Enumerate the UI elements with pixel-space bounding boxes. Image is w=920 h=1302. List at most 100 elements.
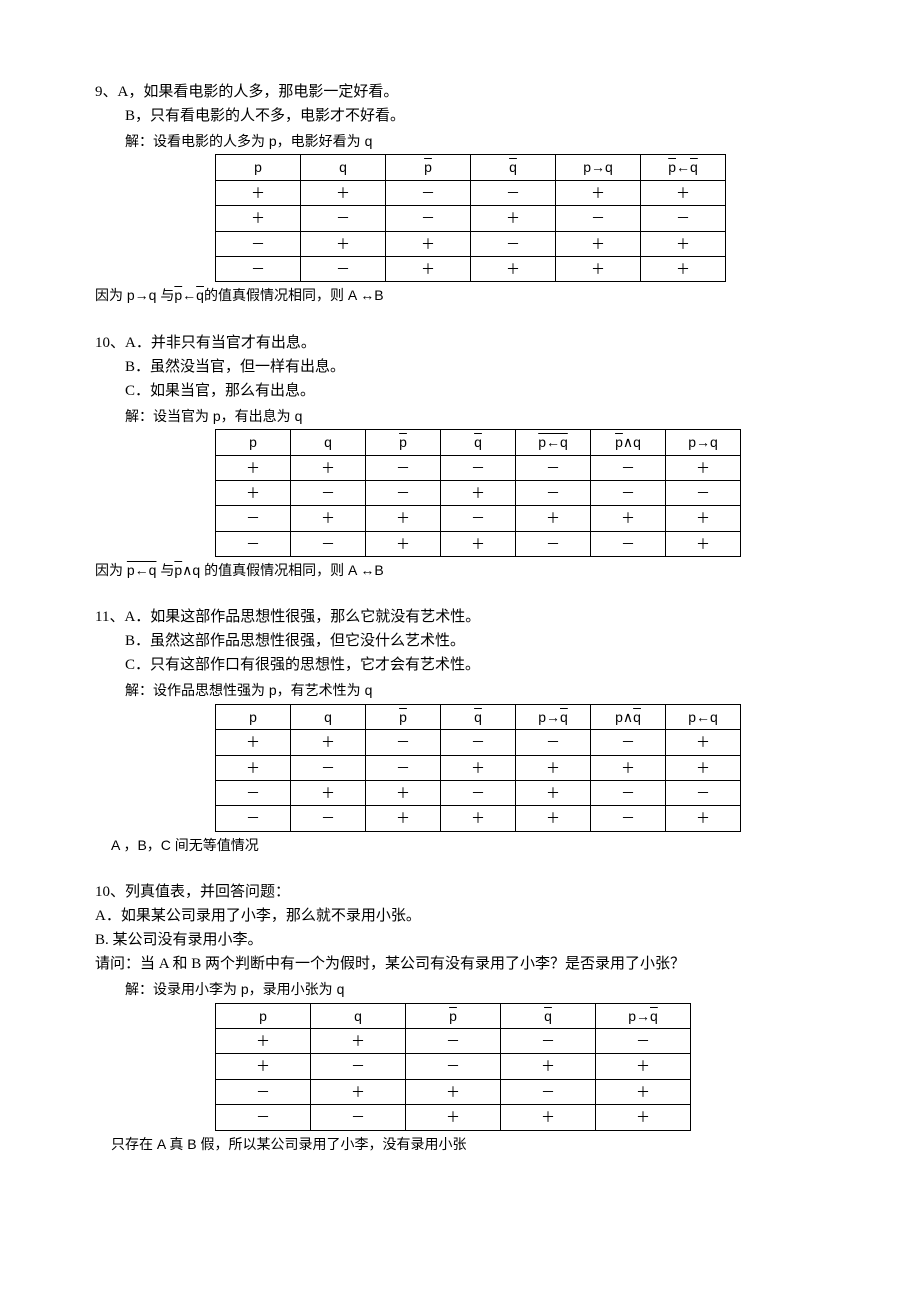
table-cell: － [406,1028,501,1053]
table-cell: ＋ [666,730,741,755]
table-header-cell: p [366,430,441,455]
table-row: －－＋＋＋－＋ [216,806,741,831]
conclusion-line: 因为 p←q 与p∧q 的值真假情况相同，则 A ↔B [95,559,825,581]
table-cell: － [291,755,366,780]
table-header-cell: p [216,430,291,455]
table-row: －－＋＋＋＋ [216,256,726,281]
table-cell: ＋ [301,231,386,256]
table-cell: － [386,180,471,205]
table-cell: ＋ [216,455,291,480]
problem-block: 10、列真值表，并回答问题：A．如果某公司录用了小李，那么就不录用小张。B. 某… [95,880,825,1155]
table-cell: － [516,455,591,480]
table-cell: － [666,781,741,806]
problem-line: 11、A．如果这部作品思想性很强，那么它就没有艺术性。 [95,605,825,629]
table-header-row: pqpqp→q [216,1003,691,1028]
table-header-row: pqpqp→qp←q [216,155,726,180]
table-cell: ＋ [641,256,726,281]
table-cell: ＋ [641,231,726,256]
table-cell: － [386,206,471,231]
table-cell: ＋ [666,506,741,531]
table-cell: ＋ [556,256,641,281]
table-cell: － [591,730,666,755]
table-cell: － [516,480,591,505]
table-cell: － [596,1028,691,1053]
table-cell: － [441,506,516,531]
table-header-cell: p [216,704,291,729]
truth-table: pqpqp→qp∧qp←q＋＋－－－－＋＋－－＋＋＋＋－＋＋－＋－－－－＋＋＋－… [215,704,741,832]
problem-line: 10、A．并非只有当官才有出息。 [95,331,825,355]
table-cell: ＋ [216,730,291,755]
table-cell: ＋ [386,231,471,256]
table-cell: － [666,480,741,505]
truth-table: pqpqp←qp∧qp→q＋＋－－－－＋＋－－＋－－－－＋＋－＋＋＋－－＋＋－－… [215,429,741,557]
problem-line: C．如果当官，那么有出息。 [95,379,825,403]
table-header-cell: q [291,704,366,729]
table-row: ＋－－＋－－ [216,206,726,231]
problem-line: A．如果某公司录用了小李，那么就不录用小张。 [95,904,825,928]
table-header-cell: p [386,155,471,180]
table-row: ＋－－＋＋＋＋ [216,755,741,780]
problem-block: 9、A，如果看电影的人多，那电影一定好看。B，只有看电影的人不多，电影才不好看。… [95,80,825,307]
table-cell: ＋ [366,806,441,831]
table-header-cell: p∧q [591,430,666,455]
table-header-cell: q [471,155,556,180]
table-cell: ＋ [516,781,591,806]
table-cell: － [501,1079,596,1104]
table-header-cell: p←q [516,430,591,455]
table-cell: － [406,1054,501,1079]
table-cell: ＋ [471,256,556,281]
page-container: 9、A，如果看电影的人多，那电影一定好看。B，只有看电影的人不多，电影才不好看。… [0,0,920,1239]
table-cell: ＋ [406,1105,501,1130]
table-cell: ＋ [311,1079,406,1104]
table-cell: － [216,806,291,831]
table-cell: － [516,531,591,556]
table-cell: ＋ [441,480,516,505]
table-cell: － [641,206,726,231]
table-cell: ＋ [666,806,741,831]
table-cell: － [591,531,666,556]
table-header-cell: p [366,704,441,729]
table-cell: － [216,531,291,556]
table-cell: ＋ [501,1054,596,1079]
table-cell: ＋ [591,755,666,780]
table-header-cell: p←q [666,704,741,729]
table-row: ＋－－＋－－－ [216,480,741,505]
table-cell: ＋ [386,256,471,281]
table-cell: ＋ [516,506,591,531]
table-cell: ＋ [216,755,291,780]
table-cell: ＋ [666,455,741,480]
table-cell: ＋ [216,206,301,231]
table-cell: － [501,1028,596,1053]
problem-line: B．虽然这部作品思想性很强，但它没什么艺术性。 [95,629,825,653]
table-header-cell: p [216,1003,311,1028]
table-cell: － [441,455,516,480]
table-cell: － [216,781,291,806]
table-cell: ＋ [301,180,386,205]
problem-line: B. 某公司没有录用小李。 [95,928,825,952]
table-cell: ＋ [441,806,516,831]
table-cell: － [291,806,366,831]
table-cell: ＋ [216,480,291,505]
table-cell: ＋ [556,180,641,205]
table-header-cell: q [501,1003,596,1028]
table-header-cell: p←q [641,155,726,180]
table-cell: ＋ [366,781,441,806]
table-cell: － [591,480,666,505]
conclusion-line: 只存在 A 真 B 假，所以某公司录用了小李，没有录用小张 [95,1133,825,1155]
table-cell: － [591,781,666,806]
table-row: ＋＋－－－ [216,1028,691,1053]
table-cell: － [556,206,641,231]
table-row: －＋＋－＋＋＋ [216,506,741,531]
table-cell: ＋ [591,506,666,531]
table-row: ＋＋－－－－＋ [216,730,741,755]
table-cell: － [441,730,516,755]
table-cell: ＋ [366,506,441,531]
table-header-cell: p→q [556,155,641,180]
table-cell: ＋ [516,755,591,780]
table-header-row: pqpqp←qp∧qp→q [216,430,741,455]
table-cell: － [471,180,556,205]
table-header-cell: p [406,1003,501,1028]
table-cell: － [366,480,441,505]
table-cell: － [366,755,441,780]
table-header-cell: p [216,155,301,180]
